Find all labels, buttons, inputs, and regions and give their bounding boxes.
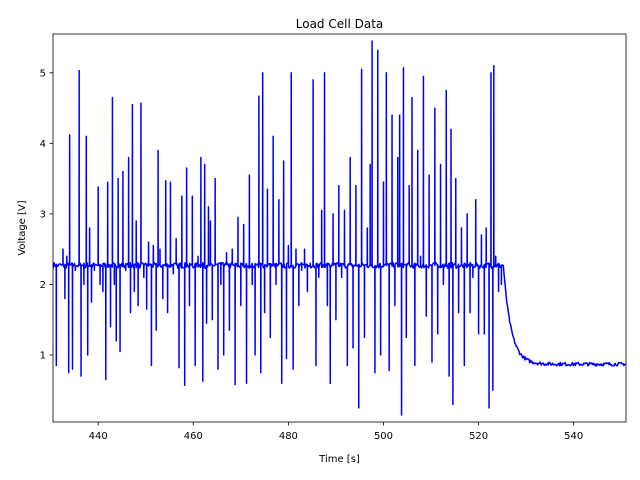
x-tick-label: 540 <box>564 431 583 442</box>
x-axis-label: Time [s] <box>318 454 360 465</box>
y-tick-label: 4 <box>40 139 46 150</box>
plot-area <box>53 40 626 416</box>
y-tick-label: 1 <box>40 350 46 361</box>
x-tick-label: 440 <box>89 431 108 442</box>
y-tick-label: 3 <box>40 209 46 220</box>
x-tick-label: 460 <box>184 431 203 442</box>
x-tick-label: 500 <box>374 431 393 442</box>
voltage-series-line <box>53 40 626 416</box>
x-axis-ticks: 440 460 480 500 520 540 <box>89 422 583 442</box>
x-tick-label: 520 <box>469 431 488 442</box>
chart-title: Load Cell Data <box>296 17 384 31</box>
y-axis-label: Voltage [V] <box>17 200 28 255</box>
y-tick-label: 2 <box>40 280 46 291</box>
x-tick-label: 480 <box>279 431 298 442</box>
y-axis-ticks: 1 2 3 4 5 <box>40 68 53 361</box>
axes-frame <box>52 33 627 423</box>
y-tick-label: 5 <box>40 68 46 79</box>
